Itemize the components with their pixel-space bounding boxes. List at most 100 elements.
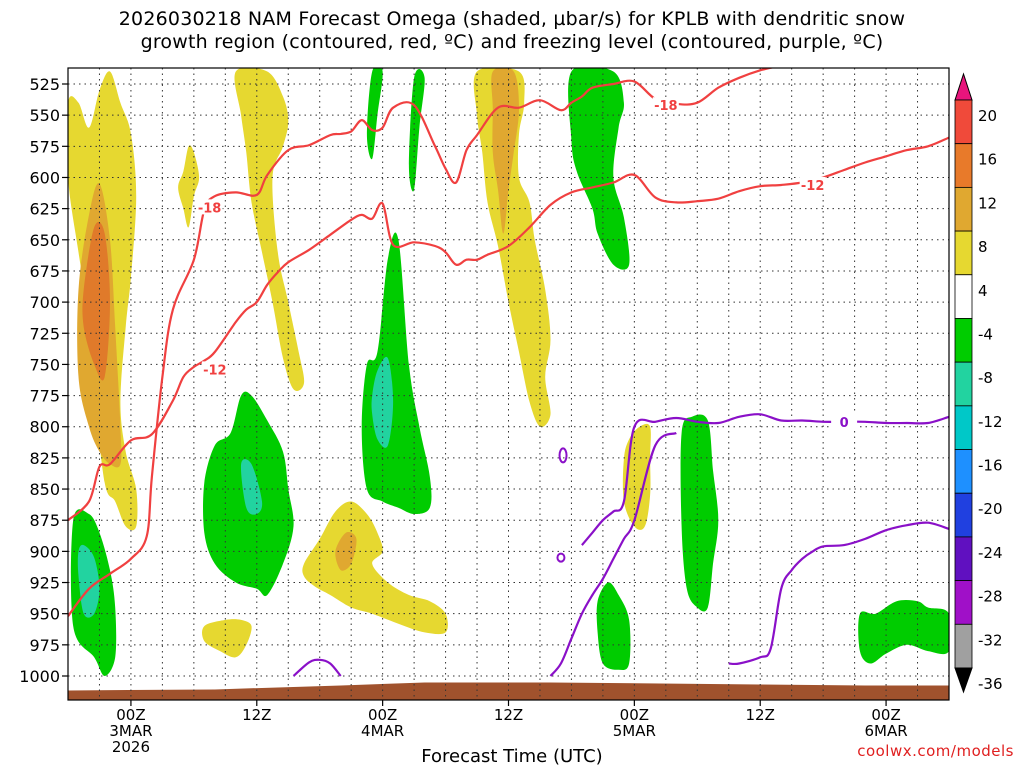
colorbar-label-0: 20 — [978, 107, 997, 125]
contour-line-4 — [728, 521, 949, 666]
omega-negative-region-3 — [240, 459, 263, 515]
omega-positive-region-9 — [202, 619, 252, 658]
chart-title-line-1: 2026030218 NAM Forecast Omega (shaded, µ… — [118, 8, 906, 30]
contour-label-bg-3 — [799, 176, 826, 192]
x-tick-label-48-0: 00Z — [620, 706, 649, 724]
colorbar-label-5: -4 — [978, 325, 993, 343]
omega-positive-region-4 — [178, 145, 200, 228]
omega-positive-region-2 — [82, 221, 110, 381]
contour-label-1: -12 — [203, 363, 227, 378]
x-tick-label-72-1: 6MAR — [864, 722, 907, 740]
chart-title-line-2: growth region (contoured, red, ºC) and f… — [140, 31, 884, 53]
x-tick-label-0-2: 2026 — [112, 738, 150, 756]
x-tick-label-12-0: 12Z — [242, 706, 271, 724]
contour-line-5 — [292, 658, 342, 677]
omega-positive-region-5 — [473, 68, 551, 428]
y-tick-label-650: 650 — [29, 231, 60, 250]
contour-label-bg-0 — [196, 199, 223, 215]
colorbar-label-3: 8 — [978, 238, 988, 256]
colorbar-label-11: -28 — [978, 588, 1003, 606]
contour-line-2 — [581, 413, 949, 546]
contour-line-1 — [68, 136, 949, 522]
y-tick-label-975: 975 — [29, 636, 60, 655]
colorbar-swatch-7 — [954, 405, 973, 450]
y-tick-label-825: 825 — [29, 449, 60, 468]
omega-negative-region-11 — [858, 600, 949, 664]
contour-label-2: -18 — [654, 99, 678, 114]
colorbar-label-12: -32 — [978, 631, 1003, 649]
credit-label[interactable]: coolwx.com/models — [857, 742, 1014, 760]
y-tick-label-550: 550 — [29, 106, 60, 125]
x-tick-label-0-0: 00Z — [116, 706, 145, 724]
contour-label-bg-4 — [831, 413, 858, 429]
y-tick-label-675: 675 — [29, 262, 60, 281]
colorbar-label-10: -24 — [978, 544, 1003, 562]
colorbar-swatch-0 — [954, 99, 973, 145]
colorbar-label-4: 4 — [978, 282, 988, 300]
y-tick-label-850: 850 — [29, 480, 60, 499]
y-tick-label-800: 800 — [29, 418, 60, 437]
y-tick-label-725: 725 — [29, 324, 60, 343]
colorbar-swatch-2 — [954, 186, 973, 232]
colorbar-swatch-4 — [954, 274, 973, 319]
x-tick-label-48-1: 5MAR — [613, 722, 656, 740]
x-tick-label-24-0: 00Z — [368, 706, 397, 724]
x-tick-label-0-1: 3MAR — [109, 722, 152, 740]
colorbar-label-1: 16 — [978, 151, 997, 169]
contour-line-3 — [549, 431, 677, 677]
colorbar-swatch-10 — [954, 536, 973, 582]
contour-label-3: -12 — [801, 179, 825, 194]
omega-positive-region-7 — [302, 501, 448, 635]
y-tick-label-750: 750 — [29, 355, 60, 374]
omega-negative-region-1 — [77, 544, 100, 618]
y-tick-label-925: 925 — [29, 574, 60, 593]
freezing-level-loop-0 — [558, 447, 568, 464]
colorbar-swatch-12 — [954, 623, 973, 669]
x-tick-label-60-0: 12Z — [746, 706, 775, 724]
colorbar-swatch-8 — [954, 449, 973, 494]
y-tick-label-1000: 1000 — [19, 667, 60, 686]
y-tick-label-775: 775 — [29, 387, 60, 406]
y-tick-label-700: 700 — [29, 293, 60, 312]
y-tick-label-900: 900 — [29, 542, 60, 561]
contour-label-bg-2 — [652, 97, 679, 113]
contour-label-0: -18 — [198, 201, 222, 216]
colorbar-top-arrow — [954, 72, 973, 101]
omega-negative-region-4 — [361, 232, 432, 514]
y-tick-label-600: 600 — [29, 168, 60, 187]
colorbar-swatch-1 — [954, 143, 973, 188]
omega-negative-region-6 — [366, 68, 383, 160]
colorbar-swatch-3 — [954, 230, 973, 276]
omega-negative-region-9 — [596, 582, 631, 671]
colorbar-label-8: -16 — [978, 457, 1003, 475]
colorbar-label-2: 12 — [978, 194, 997, 212]
freezing-level-loop-1 — [556, 552, 566, 563]
y-tick-label-625: 625 — [29, 200, 60, 219]
y-tick-label-525: 525 — [29, 75, 60, 94]
colorbar-swatch-11 — [954, 580, 973, 625]
omega-negative-region-5 — [371, 356, 394, 448]
contour-label-4: 0 — [840, 416, 849, 431]
colorbar-label-6: -8 — [978, 369, 993, 387]
colorbar-swatch-5 — [954, 318, 973, 363]
contour-line-0 — [68, 68, 775, 617]
colorbar-label-9: -20 — [978, 500, 1003, 518]
x-tick-label-72-0: 00Z — [871, 706, 900, 724]
y-tick-label-575: 575 — [29, 137, 60, 156]
colorbar-label-13: -36 — [978, 675, 1003, 693]
y-tick-label-950: 950 — [29, 605, 60, 624]
omega-negative-region-7 — [408, 69, 425, 192]
omega-positive-region-3 — [234, 68, 305, 391]
omega-positive-region-6 — [491, 68, 519, 234]
omega-negative-region-10 — [680, 414, 719, 612]
colorbar-swatch-9 — [954, 492, 973, 538]
colorbar-swatch-6 — [954, 361, 973, 407]
colorbar-label-7: -12 — [978, 413, 1003, 431]
x-axis-title: Forecast Time (UTC) — [421, 746, 603, 767]
omega-negative-region-8 — [568, 68, 630, 270]
x-tick-label-24-1: 4MAR — [361, 722, 404, 740]
colorbar-bottom-arrow — [954, 667, 973, 694]
y-tick-label-875: 875 — [29, 511, 60, 530]
x-tick-label-36-0: 12Z — [494, 706, 523, 724]
